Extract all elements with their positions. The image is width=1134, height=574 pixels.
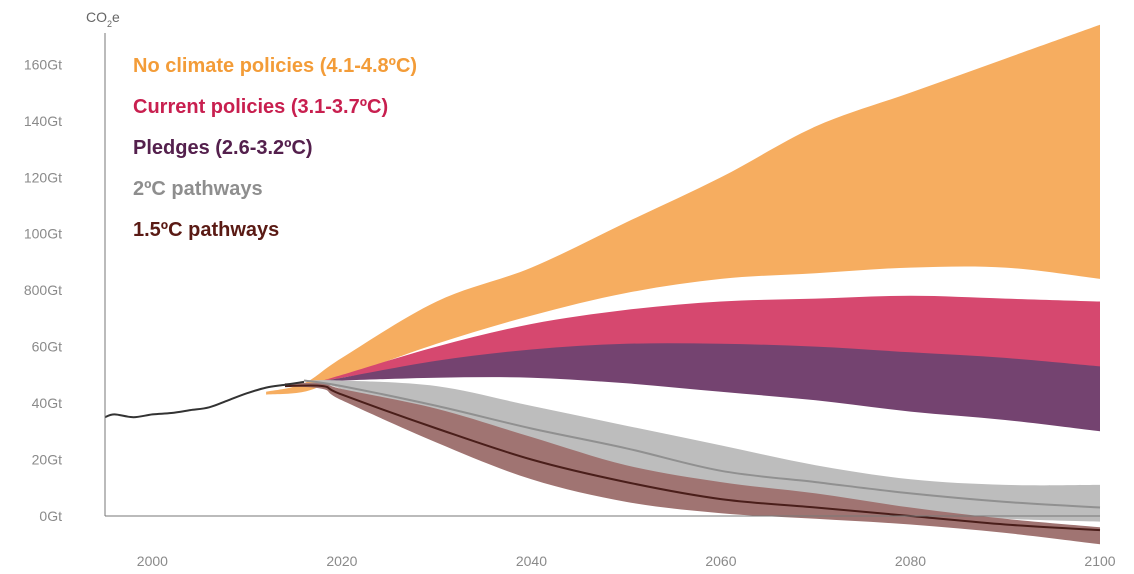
legend-entry: No climate policies (4.1-4.8ºC) xyxy=(133,55,417,77)
y-tick-label: 100Gt xyxy=(24,226,62,242)
y-tick-label: 0Gt xyxy=(39,508,62,524)
legend-entry: Pledges (2.6-3.2ºC) xyxy=(133,137,313,159)
median-lines xyxy=(104,379,1101,532)
legend-entry: 2ºC pathways xyxy=(133,178,263,200)
y-tick-label: 40Gt xyxy=(32,395,62,411)
median-line-2-c-pathways xyxy=(303,379,1101,509)
y-tick-label: 120Gt xyxy=(24,169,62,185)
y-tick-label: 160Gt xyxy=(24,56,62,72)
median-line-1-5-c-pathways xyxy=(284,384,1101,532)
y-tick-label: 20Gt xyxy=(32,452,62,468)
x-tick-labels: 2000 2020 2040 2060 2080 2100 xyxy=(137,553,1116,569)
band-no-climate-policies-4-1-4-8-c xyxy=(266,24,1101,395)
x-tick-label: 2000 xyxy=(137,553,168,569)
y-tick-label: 800Gt xyxy=(24,282,62,298)
unit-main: CO xyxy=(86,9,107,25)
legend-entry: 1.5ºC pathways xyxy=(133,219,279,241)
x-tick-label: 2100 xyxy=(1084,553,1115,569)
historical-emissions-line xyxy=(104,380,305,419)
y-tick-label: 140Gt xyxy=(24,113,62,129)
y-tick-label: 60Gt xyxy=(32,339,62,355)
x-tick-label: 2080 xyxy=(895,553,926,569)
x-tick-label: 2040 xyxy=(516,553,547,569)
pathway-bands xyxy=(266,24,1101,545)
axes xyxy=(104,33,1100,517)
band-1-5-c-pathways xyxy=(285,382,1100,545)
legend: No climate policies (4.1-4.8ºC) Current p… xyxy=(133,55,417,241)
x-tick-label: 2020 xyxy=(326,553,357,569)
band-2-c-pathways xyxy=(304,380,1100,522)
y-tick-labels: 0Gt 20Gt 40Gt 60Gt 800Gt 100Gt 120Gt 140Gt 160Gt xyxy=(24,56,62,524)
x-tick-label: 2060 xyxy=(705,553,736,569)
band-pledges-2-6-3-2-c xyxy=(323,343,1100,432)
legend-entry: Current policies (3.1-3.7ºC) xyxy=(133,96,388,118)
y-unit-label: CO2e xyxy=(86,9,120,29)
unit-subscript: 2 xyxy=(107,19,112,29)
unit-suffix: e xyxy=(112,9,120,25)
